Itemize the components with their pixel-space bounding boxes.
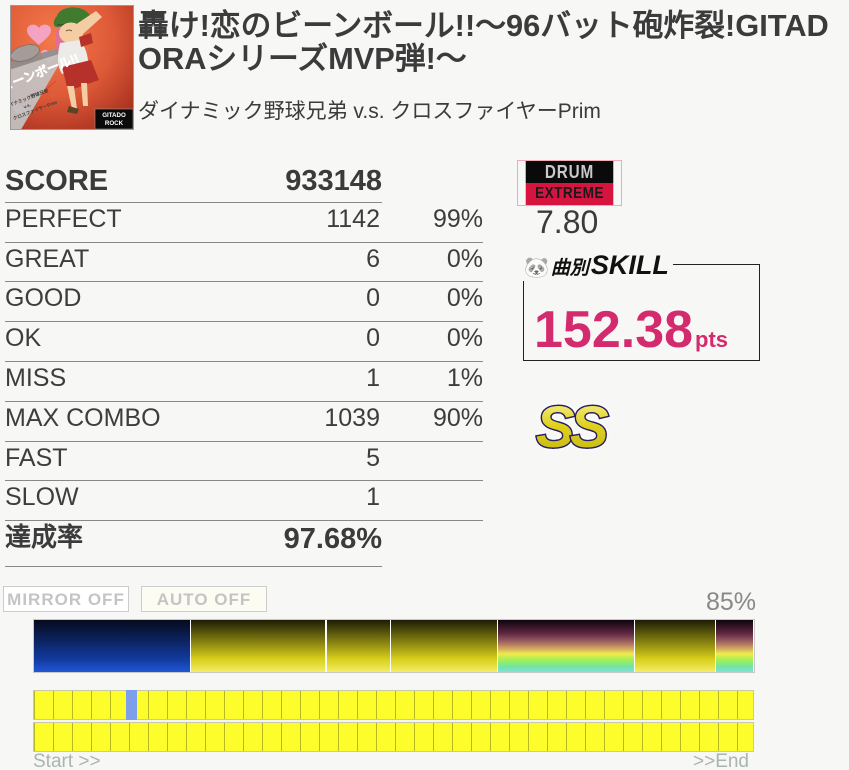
svg-text:GITADO: GITADO [102,112,126,119]
svg-text:ROCK: ROCK [105,120,124,127]
svg-text:S: S [570,395,609,460]
